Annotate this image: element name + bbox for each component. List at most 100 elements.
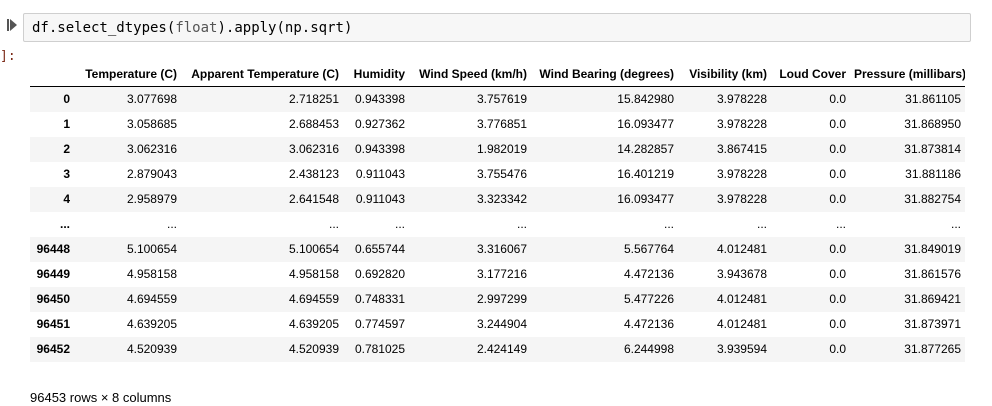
table-cell: 3.058685 [126, 117, 177, 131]
row-index: 96448 [36, 242, 70, 256]
table-cell: ... [663, 217, 674, 231]
table-cell: 31.873971 [904, 317, 961, 331]
row-index: 96450 [36, 292, 70, 306]
table-cell: 4.520939 [288, 342, 339, 356]
table-cell: 3.978228 [716, 192, 767, 206]
table-cell: 31.861576 [904, 267, 961, 281]
table-cell: ... [835, 217, 846, 231]
table-cell: 16.093477 [617, 117, 674, 131]
dataframe-shape-summary: 96453 rows × 8 columns [30, 390, 172, 405]
table-cell: 3.316067 [476, 242, 527, 256]
table-cell: 5.567764 [623, 242, 674, 256]
table-cell: ... [166, 217, 177, 231]
table-cell: 3.177216 [476, 267, 527, 281]
table-row: 96450 4.694559 4.694559 0.748331 2.997299 5.4… [30, 287, 965, 312]
row-index: 4 [63, 192, 70, 206]
table-cell: 3.323342 [476, 192, 527, 206]
table-cell: 3.867415 [716, 142, 767, 156]
code-line: df.select_dtypes(float).apply(np.sqrt) [32, 19, 353, 36]
table-cell: 0.0 [829, 317, 846, 331]
table-cell: 3.062316 [288, 142, 339, 156]
table-cell: 0.943398 [354, 92, 405, 106]
table-cell: 3.757619 [476, 92, 527, 106]
table-cell: ... [756, 217, 767, 231]
table-cell: 0.692820 [354, 267, 405, 281]
column-header: Loud Cover [771, 62, 850, 87]
table-cell: 0.781025 [354, 342, 405, 356]
table-cell: ... [516, 217, 527, 231]
column-header: Wind Speed (km/h) [409, 62, 531, 87]
table-row: 96449 4.958158 4.958158 0.692820 3.177216 4.4… [30, 262, 965, 287]
table-cell: 2.879043 [126, 167, 177, 181]
table-cell: 0.0 [829, 167, 846, 181]
table-cell: 0.0 [829, 292, 846, 306]
table-cell: 0.911043 [355, 192, 405, 206]
column-header: Temperature (C) [74, 62, 181, 87]
table-row: 4 2.958979 2.641548 0.911043 3.323342 16.0934… [30, 187, 965, 212]
dataframe-output: Temperature (C) Apparent Temperature (C) H… [30, 62, 965, 362]
code-arg-float: float [175, 19, 218, 36]
table-cell: 4.958158 [288, 267, 339, 281]
table-cell: 4.639205 [126, 317, 177, 331]
run-cell-icon[interactable] [7, 19, 17, 31]
table-cell: ... [328, 217, 339, 231]
column-header: Visibility (km) [678, 62, 771, 87]
row-index: ... [59, 217, 70, 231]
table-cell: 3.244904 [476, 317, 527, 331]
dataframe-table: Temperature (C) Apparent Temperature (C) H… [30, 62, 965, 362]
table-cell: 4.639205 [288, 317, 339, 331]
table-cell: 0.0 [829, 92, 846, 106]
table-cell: ... [394, 217, 405, 231]
table-cell: 0.0 [829, 192, 846, 206]
code-cell-input[interactable]: df.select_dtypes(float).apply(np.sqrt) [23, 13, 971, 42]
table-row: 0 3.077698 2.718251 0.943398 3.757619 15.8429… [30, 86, 965, 112]
table-cell: 4.472136 [623, 317, 674, 331]
table-cell: 2.688453 [288, 117, 339, 131]
table-cell: 5.100654 [288, 242, 339, 256]
table-cell: 4.520939 [126, 342, 177, 356]
table-cell: 3.939594 [716, 342, 767, 356]
table-cell: 4.958158 [126, 267, 177, 281]
table-cell: 6.244998 [623, 342, 674, 356]
table-cell: 16.093477 [617, 192, 674, 206]
table-row: 96452 4.520939 4.520939 0.781025 2.424149 6.2… [30, 337, 965, 362]
table-row: 96448 5.100654 5.100654 0.655744 3.316067 5.5… [30, 237, 965, 262]
table-cell: 3.978228 [716, 117, 767, 131]
table-cell: 0.0 [829, 117, 846, 131]
row-index: 3 [63, 167, 70, 181]
index-header [30, 62, 74, 87]
table-cell: 4.694559 [288, 292, 339, 306]
table-cell: 2.997299 [476, 292, 527, 306]
table-cell: 31.873814 [904, 142, 961, 156]
table-cell: 0.0 [829, 242, 846, 256]
table-cell: 31.881186 [905, 167, 961, 181]
table-row: ........................... [30, 212, 965, 237]
table-cell: 14.282857 [617, 142, 674, 156]
code-method-select-dtypes: .select_dtypes [48, 19, 167, 36]
row-index: 96449 [36, 267, 70, 281]
row-index: 1 [63, 117, 70, 131]
table-cell: 5.100654 [126, 242, 177, 256]
table-cell: 3.776851 [476, 117, 527, 131]
table-row: 2 3.062316 3.062316 0.943398 1.982019 14.2828… [30, 137, 965, 162]
code-object: df [32, 19, 49, 36]
table-cell: 3.943678 [716, 267, 767, 281]
table-cell: 0.0 [829, 342, 846, 356]
table-cell: 4.472136 [623, 267, 674, 281]
table-cell: 0.927362 [354, 117, 405, 131]
table-cell: 4.012481 [716, 242, 767, 256]
table-body: 0 3.077698 2.718251 0.943398 3.757619 15.8429… [30, 86, 965, 362]
column-header: Humidity [343, 62, 409, 87]
output-prompt: ]: [0, 49, 16, 64]
table-cell: ... [950, 217, 961, 231]
table-row: 96451 4.639205 4.639205 0.774597 3.244904 4.4… [30, 312, 965, 337]
table-cell: 31.861105 [905, 92, 961, 106]
row-index: 96451 [36, 317, 70, 331]
table-cell: 3.755476 [476, 167, 527, 181]
table-cell: 3.978228 [716, 92, 767, 106]
table-cell: 4.012481 [716, 317, 767, 331]
table-cell: 15.842980 [617, 92, 674, 106]
row-index: 2 [63, 142, 70, 156]
table-cell: 2.641548 [288, 192, 339, 206]
code-method-apply: .apply [225, 19, 277, 36]
